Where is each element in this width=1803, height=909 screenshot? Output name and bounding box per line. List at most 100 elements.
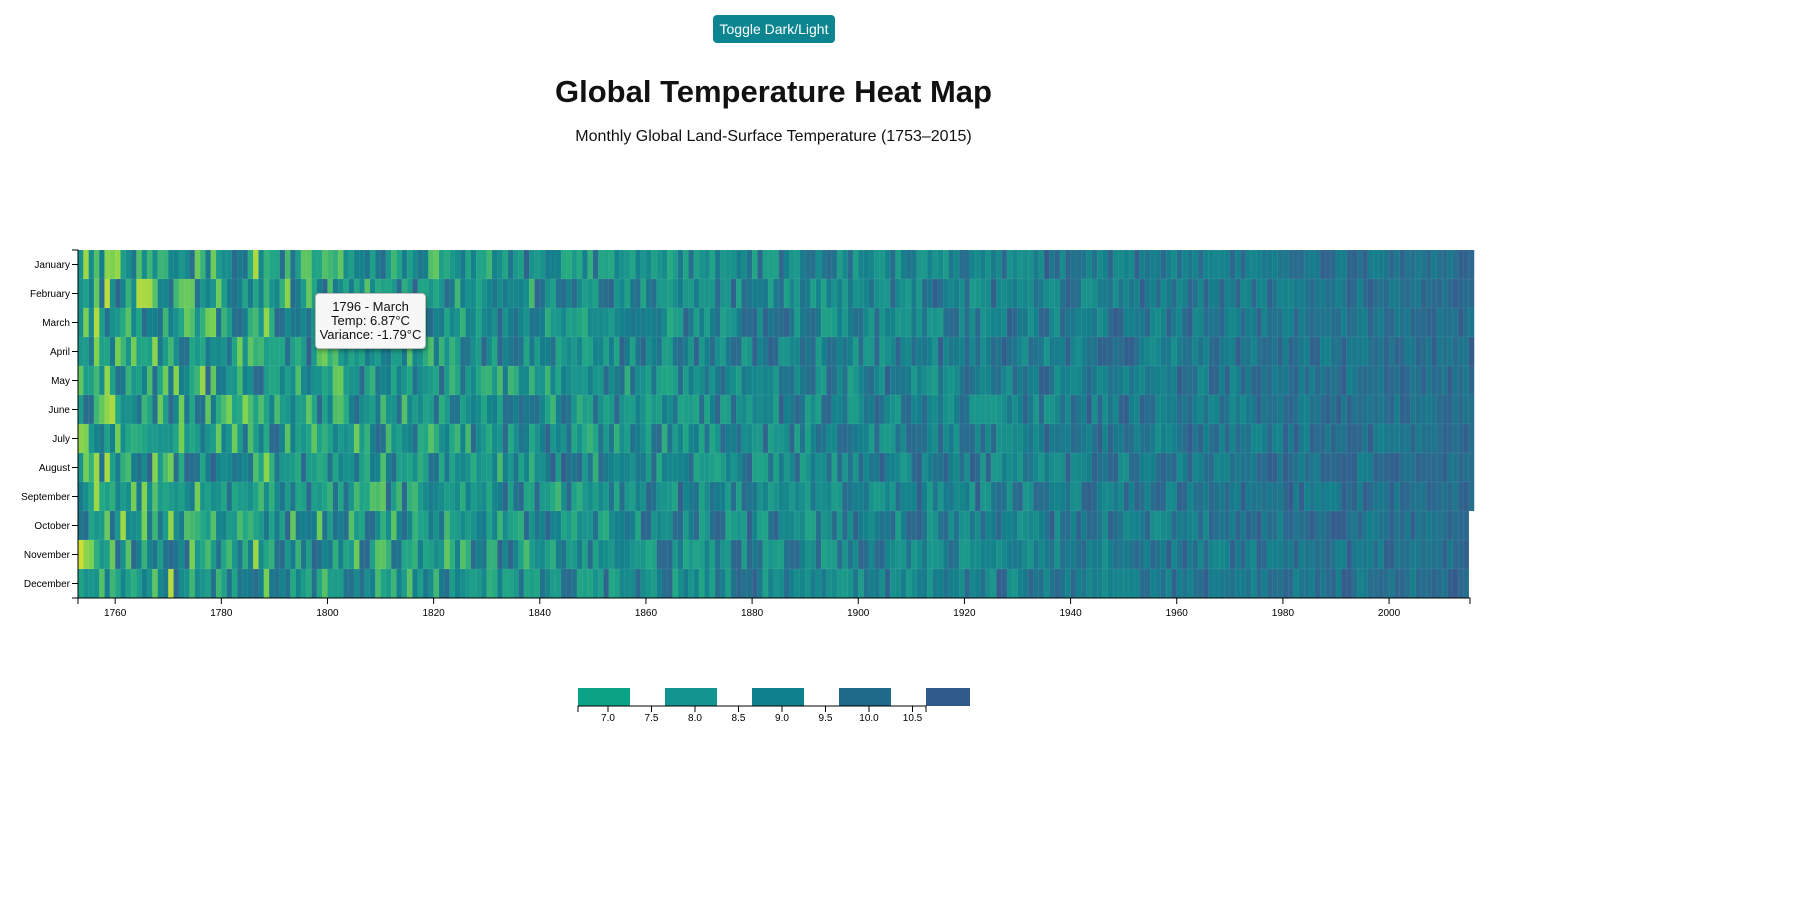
heatmap-cell[interactable]	[985, 365, 992, 396]
heatmap-cell[interactable]	[985, 539, 992, 570]
heatmap-cell[interactable]	[1075, 539, 1082, 570]
heatmap-cell[interactable]	[1341, 423, 1348, 454]
heatmap-cell[interactable]	[767, 452, 774, 483]
heatmap-cell[interactable]	[83, 539, 90, 570]
heatmap-cell[interactable]	[635, 568, 642, 599]
heatmap-cell[interactable]	[1187, 423, 1194, 454]
heatmap-cell[interactable]	[884, 394, 891, 425]
heatmap-cell[interactable]	[141, 510, 148, 541]
heatmap-cell[interactable]	[290, 423, 297, 454]
heatmap-cell[interactable]	[582, 452, 589, 483]
heatmap-cell[interactable]	[980, 336, 987, 367]
heatmap-cell[interactable]	[1394, 394, 1401, 425]
heatmap-cell[interactable]	[698, 278, 705, 309]
heatmap-cell[interactable]	[491, 365, 498, 396]
heatmap-cell[interactable]	[1065, 307, 1072, 338]
heatmap-cell[interactable]	[1112, 452, 1119, 483]
heatmap-cell[interactable]	[189, 278, 196, 309]
heatmap-cell[interactable]	[290, 278, 297, 309]
heatmap-cell[interactable]	[210, 278, 217, 309]
heatmap-cell[interactable]	[597, 365, 604, 396]
heatmap-cell[interactable]	[1426, 394, 1433, 425]
heatmap-cell[interactable]	[194, 423, 201, 454]
heatmap-cell[interactable]	[1410, 336, 1417, 367]
heatmap-cell[interactable]	[1303, 336, 1310, 367]
heatmap-cell[interactable]	[1165, 365, 1172, 396]
heatmap-cell[interactable]	[1022, 510, 1029, 541]
heatmap-cell[interactable]	[438, 249, 445, 280]
heatmap-cell[interactable]	[783, 249, 790, 280]
heatmap-cell[interactable]	[114, 568, 121, 599]
heatmap-cell[interactable]	[645, 568, 652, 599]
heatmap-cell[interactable]	[311, 539, 318, 570]
heatmap-cell[interactable]	[1176, 278, 1183, 309]
heatmap-cell[interactable]	[858, 568, 865, 599]
heatmap-cell[interactable]	[783, 481, 790, 512]
heatmap-cell[interactable]	[316, 510, 323, 541]
heatmap-cell[interactable]	[497, 307, 504, 338]
heatmap-cell[interactable]	[550, 423, 557, 454]
heatmap-cell[interactable]	[836, 423, 843, 454]
heatmap-cell[interactable]	[1367, 278, 1374, 309]
heatmap-cell[interactable]	[1357, 336, 1364, 367]
heatmap-cell[interactable]	[1229, 452, 1236, 483]
heatmap-cell[interactable]	[921, 365, 928, 396]
heatmap-cell[interactable]	[1234, 423, 1241, 454]
heatmap-cell[interactable]	[1468, 394, 1475, 425]
heatmap-cell[interactable]	[136, 481, 143, 512]
heatmap-cell[interactable]	[173, 423, 180, 454]
heatmap-cell[interactable]	[582, 568, 589, 599]
heatmap-cell[interactable]	[183, 249, 190, 280]
heatmap-cell[interactable]	[1319, 394, 1326, 425]
heatmap-cell[interactable]	[969, 336, 976, 367]
heatmap-cell[interactable]	[438, 481, 445, 512]
heatmap-cell[interactable]	[720, 278, 727, 309]
heatmap-cell[interactable]	[114, 336, 121, 367]
heatmap-cell[interactable]	[1043, 394, 1050, 425]
heatmap-cell[interactable]	[465, 510, 472, 541]
heatmap-cell[interactable]	[767, 394, 774, 425]
heatmap-cell[interactable]	[438, 539, 445, 570]
heatmap-cell[interactable]	[725, 568, 732, 599]
heatmap-cell[interactable]	[1431, 452, 1438, 483]
heatmap-cell[interactable]	[263, 249, 270, 280]
heatmap-cell[interactable]	[178, 481, 185, 512]
heatmap-cell[interactable]	[125, 249, 132, 280]
heatmap-cell[interactable]	[93, 249, 100, 280]
heatmap-cell[interactable]	[603, 394, 610, 425]
heatmap-cell[interactable]	[528, 278, 535, 309]
heatmap-cell[interactable]	[1277, 452, 1284, 483]
heatmap-cell[interactable]	[1203, 539, 1210, 570]
heatmap-cell[interactable]	[996, 336, 1003, 367]
heatmap-cell[interactable]	[459, 423, 466, 454]
heatmap-cell[interactable]	[836, 510, 843, 541]
heatmap-cell[interactable]	[762, 510, 769, 541]
heatmap-cell[interactable]	[1086, 365, 1093, 396]
heatmap-cell[interactable]	[746, 481, 753, 512]
heatmap-cell[interactable]	[242, 568, 249, 599]
heatmap-cell[interactable]	[337, 394, 344, 425]
heatmap-cell[interactable]	[1335, 481, 1342, 512]
heatmap-cell[interactable]	[364, 568, 371, 599]
heatmap-cell[interactable]	[465, 568, 472, 599]
heatmap-cell[interactable]	[566, 307, 573, 338]
heatmap-cell[interactable]	[295, 336, 302, 367]
heatmap-cell[interactable]	[1176, 481, 1183, 512]
heatmap-cell[interactable]	[762, 394, 769, 425]
heatmap-cell[interactable]	[1388, 510, 1395, 541]
heatmap-cell[interactable]	[1075, 510, 1082, 541]
heatmap-cell[interactable]	[247, 307, 254, 338]
heatmap-cell[interactable]	[120, 423, 127, 454]
heatmap-cell[interactable]	[1245, 307, 1252, 338]
heatmap-cell[interactable]	[1075, 307, 1082, 338]
heatmap-cell[interactable]	[1192, 423, 1199, 454]
heatmap-cell[interactable]	[895, 481, 902, 512]
heatmap-cell[interactable]	[1357, 539, 1364, 570]
heatmap-cell[interactable]	[831, 336, 838, 367]
heatmap-cell[interactable]	[152, 336, 159, 367]
heatmap-cell[interactable]	[475, 539, 482, 570]
heatmap-cell[interactable]	[1144, 423, 1151, 454]
heatmap-cell[interactable]	[603, 568, 610, 599]
heatmap-cell[interactable]	[306, 336, 313, 367]
heatmap-cell[interactable]	[412, 481, 419, 512]
